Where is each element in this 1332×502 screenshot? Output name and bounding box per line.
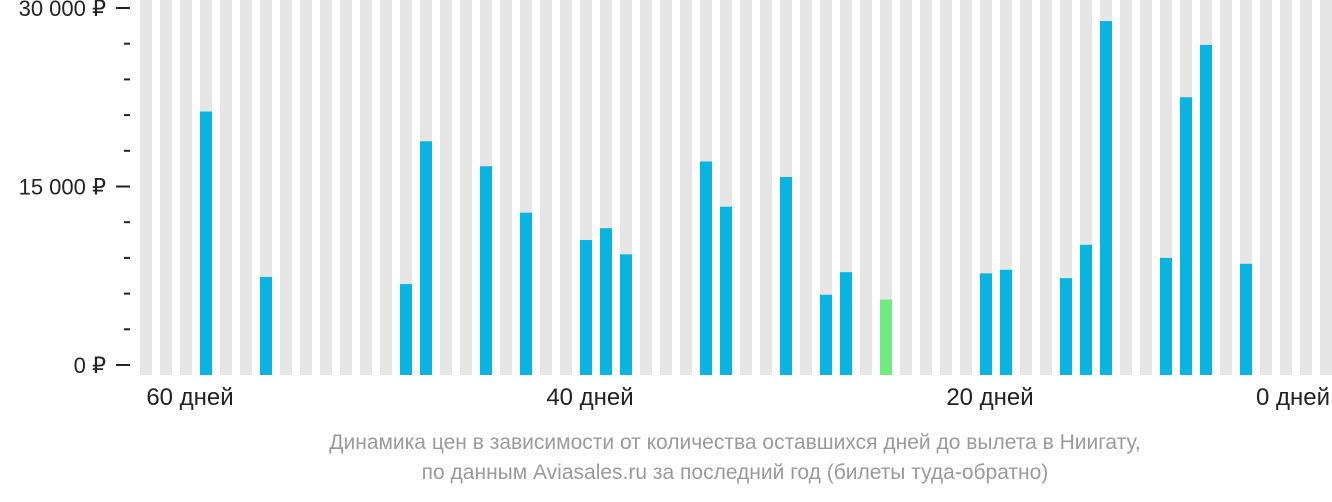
background-column xyxy=(460,0,472,375)
x-tick-label: 20 дней xyxy=(946,384,1033,411)
background-column xyxy=(1120,0,1132,375)
price-bar[interactable] xyxy=(840,272,852,375)
background-column xyxy=(920,0,932,375)
background-column xyxy=(1140,0,1152,375)
background-column xyxy=(1300,0,1312,375)
background-column xyxy=(300,0,312,375)
price-bar[interactable] xyxy=(1060,278,1072,375)
price-dynamics-chart: 0 ₽ 15 000 ₽ 30 000 ₽ 60 дней 40 дней 20 дне… xyxy=(19,0,1332,411)
background-column xyxy=(360,0,372,375)
background-column xyxy=(940,0,952,375)
background-column xyxy=(760,0,772,375)
y-tick-label: 30 000 ₽ xyxy=(19,0,106,21)
x-tick-label: 0 дней xyxy=(1256,384,1330,411)
background-column xyxy=(220,0,232,375)
background-column xyxy=(660,0,672,375)
background-column xyxy=(180,0,192,375)
price-bar[interactable] xyxy=(820,294,832,375)
price-bar[interactable] xyxy=(520,212,532,375)
background-column xyxy=(560,0,572,375)
background-column xyxy=(740,0,752,375)
background-column xyxy=(340,0,352,375)
price-bar[interactable] xyxy=(780,176,792,375)
y-tick-label: 15 000 ₽ xyxy=(19,175,106,200)
background-column xyxy=(140,0,152,375)
background-column xyxy=(860,0,872,375)
price-bar[interactable] xyxy=(1160,257,1172,375)
background-column xyxy=(1280,0,1292,375)
price-bar[interactable] xyxy=(420,141,432,375)
price-bar[interactable] xyxy=(980,273,992,375)
price-bar[interactable] xyxy=(580,240,592,375)
price-bars xyxy=(200,21,1252,376)
price-bar[interactable] xyxy=(700,161,712,375)
price-bar[interactable] xyxy=(1180,97,1192,375)
background-column xyxy=(320,0,332,375)
background-column xyxy=(540,0,552,375)
price-bar[interactable] xyxy=(260,276,272,375)
background-column xyxy=(400,0,412,375)
background-column xyxy=(1220,0,1232,375)
background-column xyxy=(680,0,692,375)
chart-caption-line-1: Динамика цен в зависимости от количества… xyxy=(329,431,1141,454)
background-column xyxy=(820,0,832,375)
x-axis: 60 дней 40 дней 20 дней 0 дней xyxy=(146,384,1330,411)
background-column xyxy=(280,0,292,375)
price-bar[interactable] xyxy=(600,228,612,375)
background-column xyxy=(500,0,512,375)
price-bar[interactable] xyxy=(1240,263,1252,375)
background-column xyxy=(1320,0,1332,375)
background-column xyxy=(380,0,392,375)
y-axis: 0 ₽ 15 000 ₽ 30 000 ₽ xyxy=(19,0,130,378)
background-column xyxy=(440,0,452,375)
background-column xyxy=(160,0,172,375)
background-column xyxy=(900,0,912,375)
price-bar[interactable] xyxy=(620,254,632,375)
price-bar[interactable] xyxy=(1200,44,1212,375)
price-bar[interactable] xyxy=(1100,21,1112,376)
background-column xyxy=(640,0,652,375)
background-columns xyxy=(140,0,1332,375)
price-bar[interactable] xyxy=(1000,269,1012,375)
chart-caption-line-2: по данным Aviasales.ru за последний год … xyxy=(421,461,1049,484)
price-bar-highlighted[interactable] xyxy=(880,299,892,375)
background-column xyxy=(240,0,252,375)
x-tick-label: 60 дней xyxy=(146,384,233,411)
background-column xyxy=(960,0,972,375)
price-bar[interactable] xyxy=(480,166,492,375)
price-bar[interactable] xyxy=(1080,244,1092,375)
price-bar[interactable] xyxy=(400,284,412,375)
background-column xyxy=(880,0,892,375)
background-column xyxy=(1020,0,1032,375)
background-column xyxy=(800,0,812,375)
background-column xyxy=(1260,0,1272,375)
price-bar[interactable] xyxy=(720,206,732,375)
background-column xyxy=(1040,0,1052,375)
x-tick-label: 40 дней xyxy=(546,384,633,411)
y-tick-label: 0 ₽ xyxy=(74,353,106,378)
price-bar[interactable] xyxy=(200,111,212,375)
